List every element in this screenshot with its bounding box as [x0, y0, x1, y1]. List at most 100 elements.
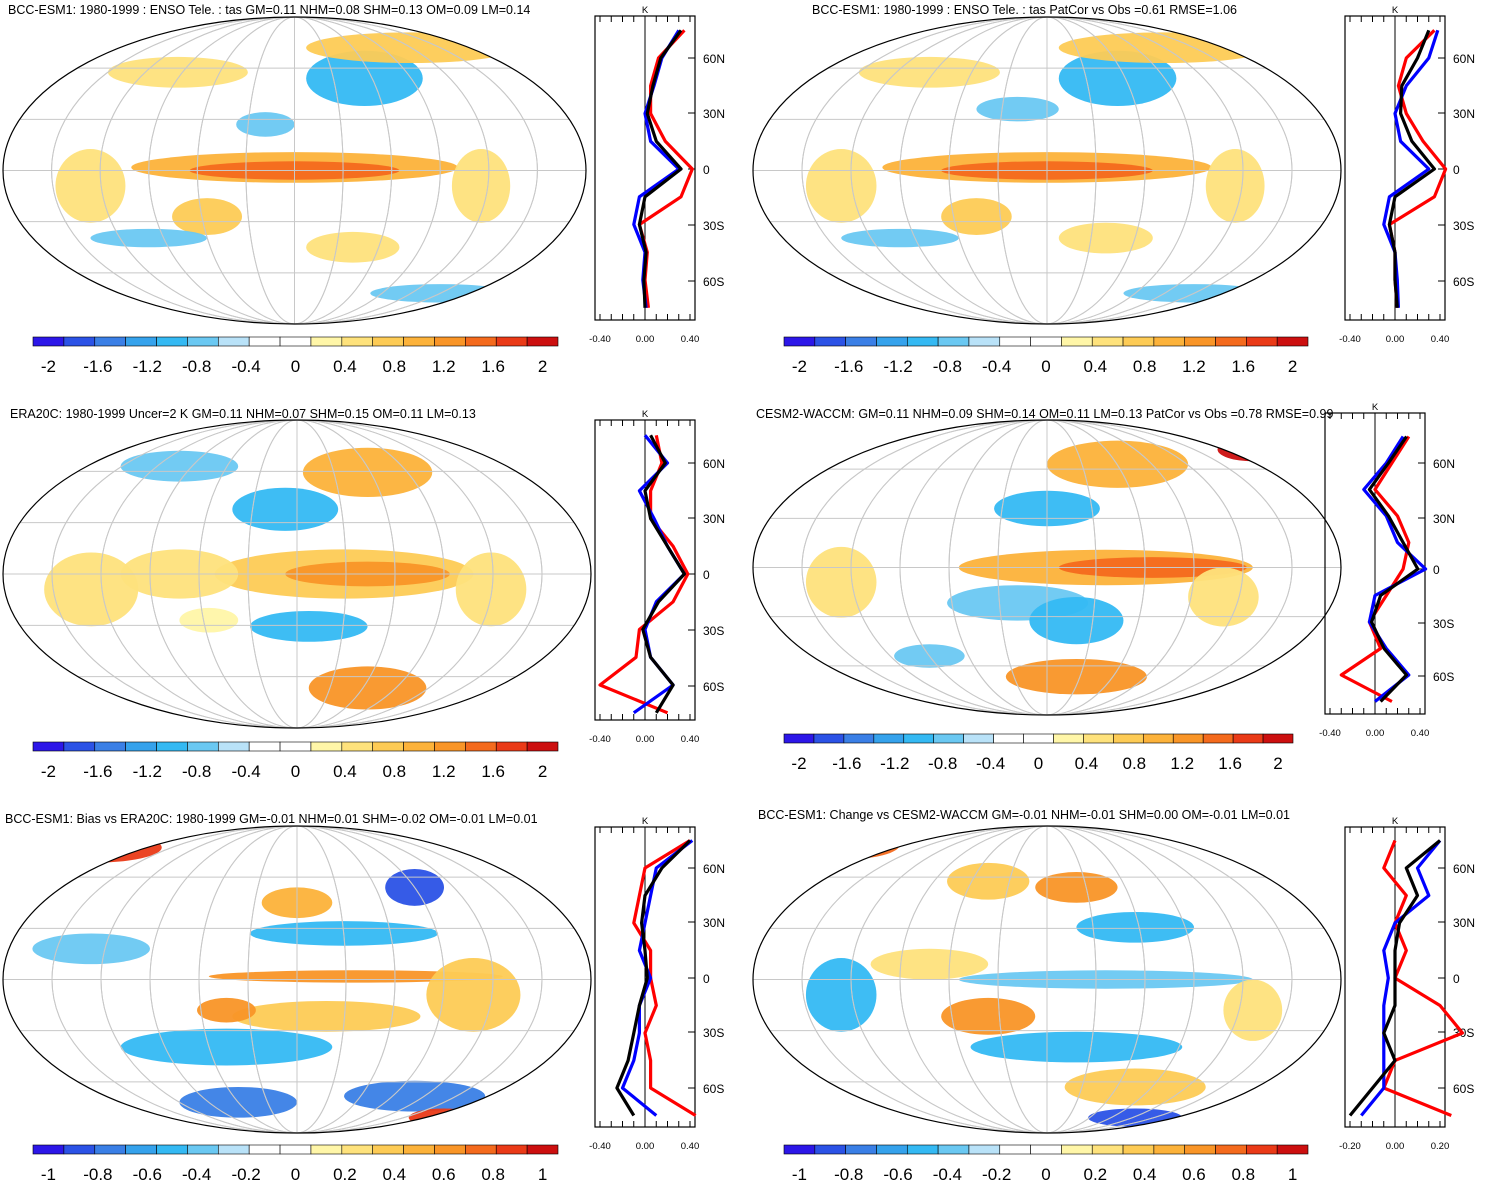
colorbar-cell	[1215, 1144, 1247, 1155]
colorbar-cell	[1122, 336, 1155, 347]
anomaly-region	[1217, 437, 1289, 462]
zonal-lat-tick: 0	[703, 972, 710, 986]
anomaly-region	[841, 228, 959, 248]
colorbar-cell	[125, 741, 157, 752]
panel-title: BCC-ESM1: Bias vs ERA20C: 1980-1999 GM=-…	[5, 812, 538, 826]
zonal-xtick: 0.40	[1431, 334, 1450, 345]
anomaly-region	[1188, 567, 1259, 627]
colorbar-cell	[32, 1144, 65, 1155]
zonal-profile: K -0.40 0.00 0.40 60N 30N 0 30S 60S	[1339, 5, 1475, 345]
zonal-xtick: 0.00	[636, 1141, 655, 1152]
panel-p5: BCC-ESM1: Bias vs ERA20C: 1980-1999 GM=-…	[2, 812, 725, 1181]
colorbar-cell	[1061, 1144, 1093, 1155]
colorbar-tick: 0.4	[333, 357, 357, 376]
colorbar-tick: 0.8	[1133, 357, 1157, 376]
colorbar-tick: 0	[291, 357, 300, 376]
panel-title: BCC-ESM1: Change vs CESM2-WACCM GM=-0.01…	[758, 808, 1290, 822]
anomaly-region	[1223, 979, 1283, 1041]
zonal-xtick: -0.40	[589, 1141, 611, 1152]
colorbar-tick: 1	[1288, 1165, 1297, 1181]
anomaly-region	[107, 56, 248, 88]
zonal-xtick: 0.00	[1366, 728, 1385, 739]
map-field	[3, 420, 591, 728]
colorbar-cell	[125, 1144, 157, 1155]
zonal-lat-tick: 0	[1453, 163, 1460, 177]
graticule	[198, 826, 396, 1133]
graticule	[899, 826, 1195, 1133]
graticule	[899, 420, 1195, 715]
colorbar-tick: -1.6	[83, 762, 112, 781]
colorbar-tick: 1.2	[432, 762, 456, 781]
colorbar-tick: 0.2	[333, 1165, 357, 1181]
anomaly-region	[426, 958, 521, 1032]
anomaly-region	[970, 1031, 1183, 1063]
colorbar: -2 -1.6 -1.2 -0.8 -0.4 0 0.4 0.8 1.2 1.6 2	[32, 336, 559, 376]
colorbar-cell	[63, 741, 96, 752]
colorbar-cell	[217, 1144, 250, 1155]
colorbar-cell	[1276, 1144, 1309, 1155]
colorbar-cell	[32, 741, 65, 752]
zonal-lat-tick: 60S	[1453, 275, 1474, 289]
graticule	[149, 420, 445, 728]
zonal-series-red	[632, 839, 697, 1117]
colorbar-cell	[937, 336, 970, 347]
colorbar-cell	[1122, 1144, 1155, 1155]
zonal-xtick: 0.40	[681, 1141, 700, 1152]
anomaly-region	[1064, 1068, 1206, 1106]
panel-p3: ERA20C: 1980-1999 Uncer=2 K GM=0.11 NHM=…	[2, 407, 725, 781]
colorbar-tick: -0.6	[133, 1165, 162, 1181]
anomaly-region	[249, 610, 368, 642]
colorbar-cell	[526, 1144, 559, 1155]
colorbar-cell	[993, 733, 1024, 744]
colorbar-cell	[372, 741, 404, 752]
anomaly-region	[44, 552, 139, 627]
colorbar: -2 -1.6 -1.2 -0.8 -0.4 0 0.4 0.8 1.2 1.6 2	[783, 733, 1294, 773]
colorbar-tick: 0.8	[1122, 754, 1146, 773]
colorbar-cell	[248, 741, 281, 752]
zonal-xtick: 0.00	[1386, 1141, 1405, 1152]
anomaly-region	[947, 862, 1030, 900]
colorbar-cell	[1184, 336, 1216, 347]
anomaly-region	[451, 149, 511, 223]
anomaly-region	[120, 1028, 333, 1066]
panel-p2: BCC-ESM1: 1980-1999 : ENSO Tele. : tas P…	[752, 3, 1475, 376]
colorbar-tick: -0.8	[182, 357, 211, 376]
panel-p1: BCC-ESM1: 1980-1999 : ENSO Tele. : tas G…	[2, 3, 725, 376]
colorbar-cell	[187, 336, 219, 347]
zonal-series-black	[641, 434, 687, 714]
colorbar-tick: -2	[792, 357, 807, 376]
colorbar-cell	[434, 1144, 466, 1155]
colorbar-tick: 0.4	[383, 1165, 407, 1181]
colorbar-tick: 1.6	[481, 762, 505, 781]
colorbar-tick: 0.4	[1133, 1165, 1157, 1181]
colorbar-tick: 2	[1273, 754, 1282, 773]
colorbar-cell	[999, 336, 1031, 347]
zonal-lat-tick: 30N	[703, 107, 725, 121]
colorbar-cell	[1091, 1144, 1124, 1155]
zonal-lat-tick: 0	[1433, 563, 1440, 577]
colorbar-cell	[403, 741, 435, 752]
anomaly-region	[1029, 597, 1124, 645]
zonal-lat-tick: 60N	[703, 862, 725, 876]
zonal-lat-tick: 30S	[1453, 219, 1474, 233]
anomaly-region	[20, 832, 162, 863]
colorbar-cell	[999, 1144, 1031, 1155]
anomaly-region	[306, 50, 423, 107]
colorbar-tick: -1.2	[133, 357, 162, 376]
zonal-xtick: 0.40	[681, 334, 700, 345]
colorbar-cell	[1262, 733, 1294, 744]
zonal-xtick: -0.40	[589, 334, 611, 345]
zonal-xtick: 0.00	[636, 734, 655, 745]
graticule	[948, 826, 1146, 1133]
colorbar-cell	[1113, 733, 1144, 744]
anomaly-region	[1005, 658, 1147, 695]
colorbar-tick: 1.2	[432, 357, 456, 376]
colorbar-cell	[156, 1144, 188, 1155]
graticule	[997, 17, 1097, 324]
colorbar-tick: -0.4	[976, 754, 1005, 773]
zonal-xtick: -0.40	[1339, 334, 1361, 345]
colorbar-cell	[1276, 336, 1309, 347]
colorbar: -1 -0.8 -0.6 -0.4 -0.2 0 0.2 0.4 0.6 0.8 1	[783, 1144, 1309, 1181]
anomaly-region	[1058, 222, 1153, 254]
map-border	[2, 16, 587, 325]
